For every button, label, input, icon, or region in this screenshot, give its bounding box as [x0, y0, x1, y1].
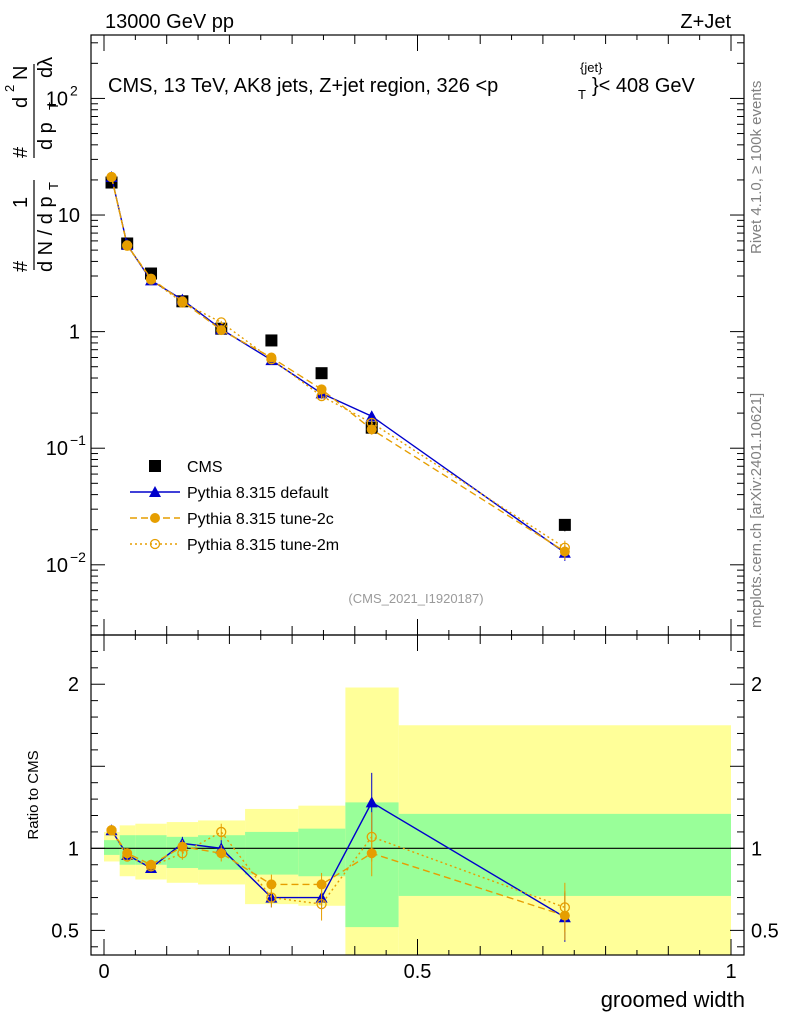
main-title-sub: T [578, 87, 586, 102]
ylabel-sub-t2: T [46, 102, 61, 110]
legend-label-2: Pythia 8.315 tune-2c [187, 511, 334, 528]
main-point-3-3 [177, 297, 188, 308]
ratio-series-layer [105, 772, 571, 942]
ratio-ytick-label-left-2: 2 [68, 674, 79, 696]
main-point-1-7 [365, 410, 378, 422]
main-ytick-exp-0: −2 [70, 549, 86, 565]
ratio-ytick-label-right-1: 1 [751, 838, 762, 860]
main-ylabel: # 1 d N / d p T # d 2 N d p T dλ [2, 57, 61, 272]
ylabel-hash1: # [10, 260, 32, 272]
ylabel-dn-dpt: d N / d p [35, 196, 57, 272]
ratio-point-2-0 [106, 825, 117, 836]
band-inner-8 [398, 813, 731, 896]
main-point-0-6 [315, 367, 328, 380]
main-point-3-5 [266, 354, 277, 365]
legend-label-0: CMS [187, 459, 223, 476]
ratio-point-2-2 [145, 861, 157, 872]
ratio-point-2-6 [316, 898, 327, 910]
ylabel-dpt: d p [35, 122, 57, 150]
analysis-watermark: (CMS_2021_I1920187) [348, 591, 483, 606]
ratio-xtick-label-2: 1 [725, 961, 736, 983]
ratio-series-line-1 [110, 829, 566, 917]
ratio-point-2-8 [559, 902, 570, 913]
ratio-point-2-5 [266, 892, 277, 903]
main-point-3-4 [216, 317, 227, 328]
main-ytick-label-4: 10 [46, 88, 68, 110]
main-series-2 [106, 171, 570, 560]
legend-marker-0 [149, 460, 161, 472]
ratio-ylabel: Ratio to CMS [25, 750, 42, 839]
main-ytick-label-2: 1 [69, 322, 80, 344]
ratio-point-1-4 [216, 848, 227, 859]
main-point-3-7 [366, 417, 377, 429]
ratio-xtick-label-0: 0 [98, 961, 109, 983]
ratio-xlabel: groomed width [601, 987, 745, 1012]
legend-marker-2 [150, 513, 160, 523]
main-title-end: }< 408 GeV [592, 75, 696, 97]
main-title-text: CMS, 13 TeV, AK8 jets, Z+jet region, 326… [108, 75, 498, 97]
ratio-point-2-7 [366, 831, 377, 842]
svg-text:N: N [10, 66, 32, 80]
ratio-point-1-6 [316, 879, 327, 890]
ratio-uncertainty-bands [91, 687, 744, 955]
ratio-ytick-label-left-0: 0.5 [51, 920, 79, 942]
legend-label-3: Pythia 8.315 tune-2m [187, 537, 339, 554]
main-series-layer [105, 170, 571, 561]
ratio-ytick-label-right-2: 2 [751, 674, 762, 696]
ratio-point-2-1 [122, 851, 133, 862]
main-point-3-2 [145, 274, 157, 285]
main-point-2-4 [216, 325, 227, 336]
main-series-1 [105, 170, 571, 561]
main-series-line-1 [110, 176, 566, 554]
legend: CMS Pythia 8.315 default Pythia 8.315 tune… [130, 459, 339, 554]
ratio-ytick-label-left-1: 1 [68, 838, 79, 860]
main-title-sup: {jet} [580, 60, 603, 75]
header-process-label: Z+Jet [680, 11, 731, 33]
main-ytick-exp-1: −1 [70, 432, 86, 448]
main-ytick-label-0: 10 [46, 555, 68, 577]
ratio-ytick-label-right-0: 0.5 [751, 920, 779, 942]
legend-marker-1 [149, 486, 161, 497]
side-mcplots-label: mcplots.cern.ch [arXiv:2401.10621] [748, 393, 765, 628]
legend-marker-3 [149, 538, 161, 550]
ratio-point-2-4 [216, 826, 227, 838]
ratio-xtick-label-1: 0.5 [404, 961, 432, 983]
main-point-0-5 [265, 334, 278, 347]
main-ytick-exp-4: 2 [70, 82, 78, 98]
svg-text:CMS, 13 TeV, AK8 jets, Z+jet r: CMS, 13 TeV, AK8 jets, Z+jet region, 326… [108, 75, 498, 97]
main-point-3-1 [122, 240, 133, 251]
ratio-point-2-3 [177, 848, 188, 859]
band-inner-0 [104, 840, 120, 855]
main-series-0 [105, 176, 571, 532]
ratio-series-2 [106, 812, 570, 933]
main-point-0-8 [558, 518, 571, 531]
ylabel-d2n: d [10, 97, 32, 108]
main-series-line-2 [110, 176, 566, 553]
legend-label-1: Pythia 8.315 default [187, 485, 329, 502]
main-point-3-0 [106, 171, 117, 183]
main-point-3-8 [559, 542, 570, 553]
main-point-3-6 [316, 390, 327, 402]
main-title: CMS, 13 TeV, AK8 jets, Z+jet region, 326… [108, 60, 696, 102]
band-inner-5 [245, 831, 299, 875]
side-rivet-label: Rivet 4.1.0, ≥ 100k events [748, 81, 765, 254]
ylabel-dlambda: dλ [35, 57, 57, 78]
main-ytick-label-1: 10 [46, 438, 68, 460]
ratio-point-0-7 [365, 796, 378, 808]
ylabel-sub-t1: T [46, 182, 61, 190]
ylabel-one: 1 [10, 197, 32, 208]
main-ytick-label-3: 10 [58, 205, 80, 227]
ratio-point-1-5 [266, 879, 277, 890]
ylabel-hash2: # [10, 146, 32, 158]
main-series-3 [106, 171, 570, 556]
main-series-line-3 [110, 176, 566, 549]
ylabel-sq: 2 [2, 85, 17, 92]
header-collision-label: 13000 GeV pp [105, 11, 234, 33]
band-inner-6 [298, 828, 346, 877]
